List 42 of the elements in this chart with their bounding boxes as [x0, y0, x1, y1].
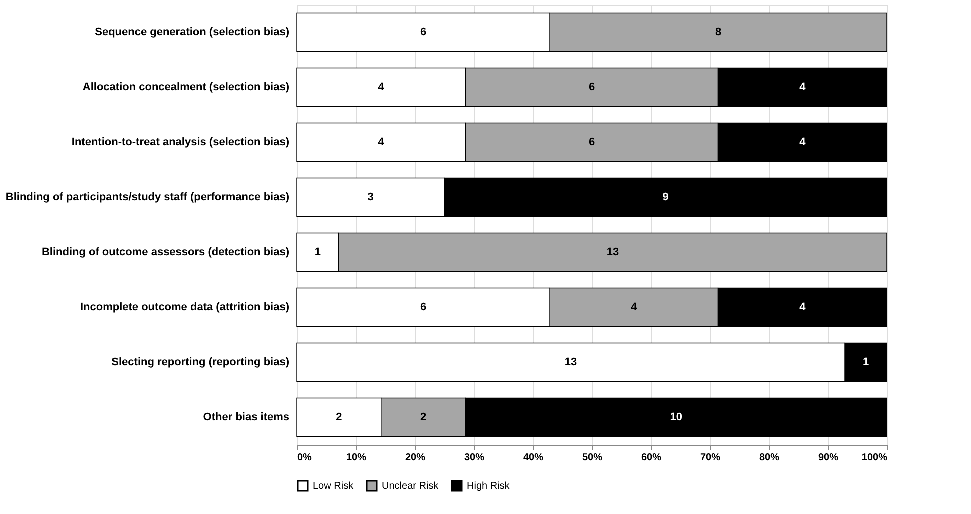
annotation: 2 — [420, 412, 427, 424]
annotation: 4 — [800, 302, 807, 314]
x-tick-label: 80% — [759, 452, 780, 464]
annotation: 2 — [336, 412, 342, 424]
x-tick-label: 100% — [862, 452, 888, 464]
x-tick-label: 40% — [523, 452, 544, 464]
x-tick-label: 50% — [582, 452, 603, 464]
y-tick-label: Incomplete outcome data (attrition bias) — [80, 302, 290, 314]
annotation: 1 — [862, 356, 870, 368]
annotation: 9 — [662, 192, 669, 204]
legend-label: Unclear Risk — [382, 481, 440, 492]
annotation: 8 — [715, 26, 722, 38]
annotation: 6 — [588, 136, 596, 148]
legend-label: High Risk — [467, 481, 511, 492]
x-tick-label: 30% — [464, 452, 485, 464]
annotation: 1 — [314, 246, 322, 258]
x-tick-label: 20% — [405, 452, 426, 464]
y-tick-label: Intention-to-treat analysis (selection bias) — [72, 136, 290, 148]
y-tick-label: Blinding of outcome assessors (detection bias) — [42, 246, 290, 258]
y-tick-label: Blinding of participants/study staff (performance bias) — [6, 192, 290, 204]
x-tick-label: 90% — [818, 452, 839, 464]
y-tick-label: Allocation concealment (selection bias) — [82, 82, 290, 94]
x-tick-label: 0% — [298, 452, 312, 464]
annotation: 13 — [564, 356, 578, 368]
annotation: 6 — [420, 26, 427, 38]
x-tick-label: 10% — [346, 452, 367, 464]
annotation: 4 — [800, 82, 807, 94]
y-tick-label: Slecting reporting (reporting bias) — [112, 356, 290, 368]
annotation: 4 — [378, 136, 386, 148]
annotation: 13 — [606, 246, 620, 258]
x-tick-label: 60% — [641, 452, 662, 464]
annotation: 10 — [670, 412, 682, 424]
annotation: 6 — [588, 82, 596, 94]
legend-label: Low Risk — [313, 481, 355, 492]
annotation: 6 — [420, 302, 427, 314]
y-tick-label: Other bias items — [203, 412, 290, 424]
y-tick-label: Sequence generation (selection bias) — [95, 26, 290, 38]
annotation: 4 — [631, 302, 638, 314]
x-tick-label: 70% — [700, 452, 721, 464]
annotation: 4 — [800, 136, 807, 148]
annotation: 3 — [368, 192, 374, 204]
annotation: 4 — [378, 82, 386, 94]
